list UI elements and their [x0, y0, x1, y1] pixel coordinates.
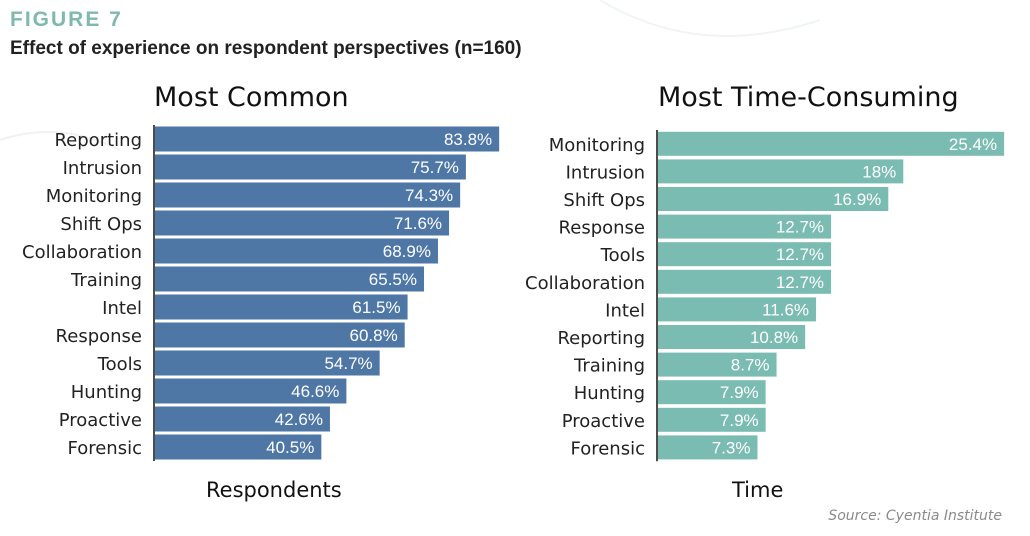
- category-label: Tools: [600, 245, 645, 266]
- category-label: Hunting: [574, 383, 645, 404]
- data-label: 42.6%: [275, 410, 323, 429]
- data-label: 12.7%: [776, 245, 824, 264]
- data-label: 16.9%: [833, 190, 881, 209]
- source-note: Source: Cyentia Institute: [828, 508, 1002, 524]
- category-label: Monitoring: [549, 135, 645, 156]
- right-x-axis-label: Time: [732, 478, 784, 502]
- bar: [658, 352, 777, 377]
- data-label: 18%: [862, 162, 896, 181]
- data-label: 60.8%: [350, 326, 398, 345]
- category-label: Forensic: [571, 438, 646, 459]
- left-chart-title: Most Common: [154, 82, 349, 113]
- bar: [658, 407, 766, 432]
- bar: [658, 214, 832, 239]
- data-label: 25.4%: [949, 135, 997, 154]
- bar: [155, 350, 380, 376]
- category-label: Reporting: [557, 328, 645, 349]
- bar: [658, 435, 758, 460]
- data-label: 7.3%: [712, 438, 751, 457]
- data-label: 40.5%: [266, 438, 314, 457]
- category-label: Intel: [102, 298, 142, 319]
- bar: [658, 242, 832, 267]
- data-label: 65.5%: [369, 270, 417, 289]
- data-label: 11.6%: [762, 300, 809, 319]
- data-label: 75.7%: [411, 158, 459, 177]
- data-label: 83.8%: [444, 130, 492, 149]
- category-label: Shift Ops: [563, 190, 645, 211]
- category-label: Training: [70, 270, 142, 291]
- bar: [155, 294, 408, 320]
- figure-label: FIGURE 7: [10, 8, 123, 31]
- category-label: Training: [573, 356, 645, 377]
- bar: [155, 406, 330, 432]
- data-label: 61.5%: [352, 298, 400, 317]
- data-label: 46.6%: [291, 382, 339, 401]
- category-label: Proactive: [562, 411, 645, 432]
- bar: [658, 269, 832, 294]
- data-label: 12.7%: [776, 218, 824, 237]
- category-label: Hunting: [71, 382, 142, 403]
- category-label: Monitoring: [46, 186, 142, 207]
- category-label: Tools: [97, 354, 142, 375]
- data-label: 74.3%: [405, 186, 453, 205]
- bar: [658, 380, 766, 405]
- category-label: Collaboration: [525, 273, 645, 294]
- left-x-axis-label: Respondents: [206, 478, 342, 502]
- figure-title: Effect of experience on respondent persp…: [10, 38, 522, 59]
- bar: [658, 325, 806, 349]
- data-label: 71.6%: [394, 214, 442, 233]
- data-label: 7.9%: [720, 411, 759, 430]
- bar: [155, 210, 450, 236]
- data-label: 54.7%: [324, 354, 372, 373]
- bar: [155, 266, 425, 292]
- data-label: 12.7%: [776, 273, 824, 292]
- category-label: Reporting: [54, 130, 142, 151]
- category-label: Intrusion: [63, 158, 142, 179]
- category-label: Response: [559, 218, 645, 239]
- data-label: 10.8%: [750, 328, 798, 347]
- data-label: 8.7%: [731, 356, 770, 375]
- bar: [155, 154, 466, 180]
- category-label: Forensic: [68, 438, 143, 459]
- data-label: 68.9%: [383, 242, 431, 261]
- bar: [155, 434, 322, 460]
- bar: [658, 159, 904, 184]
- right-chart-title: Most Time-Consuming: [658, 82, 959, 113]
- bar: [658, 131, 1005, 156]
- category-label: Intrusion: [566, 162, 645, 183]
- bar: [658, 297, 817, 322]
- bar: [155, 126, 500, 152]
- bar: [658, 187, 889, 211]
- data-label: 7.9%: [720, 383, 759, 402]
- bar: [155, 182, 461, 208]
- category-label: Proactive: [59, 410, 142, 431]
- category-label: Collaboration: [22, 242, 142, 263]
- category-label: Intel: [605, 300, 645, 321]
- left-bar-chart: Reporting 83.8% Intrusion 75.7% Monitoring 74…: [22, 125, 500, 461]
- bar: [155, 238, 438, 264]
- bar: [155, 322, 405, 348]
- bar: [155, 378, 347, 404]
- category-label: Response: [56, 326, 142, 347]
- category-label: Shift Ops: [60, 214, 142, 235]
